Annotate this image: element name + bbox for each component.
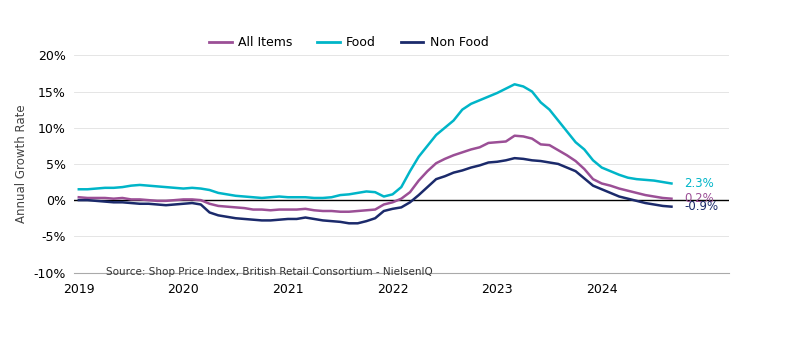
Text: Source: Shop Price Index, British Retail Consortium - NielsenIQ: Source: Shop Price Index, British Retail…: [106, 267, 433, 277]
Y-axis label: Annual Growth Rate: Annual Growth Rate: [15, 105, 28, 223]
Text: 2.3%: 2.3%: [684, 177, 714, 190]
Legend: All Items, Food, Non Food: All Items, Food, Non Food: [204, 31, 494, 54]
Text: 0.2%: 0.2%: [684, 192, 714, 205]
Text: -0.9%: -0.9%: [684, 200, 718, 213]
